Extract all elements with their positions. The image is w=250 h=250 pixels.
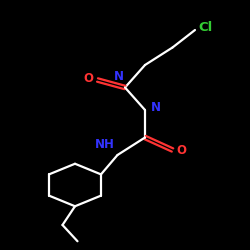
Text: O: O [84,72,94,85]
Text: N: N [150,101,160,114]
Text: Cl: Cl [199,21,213,34]
Text: O: O [176,144,186,156]
Text: N: N [114,70,124,82]
Text: NH: NH [95,138,115,151]
